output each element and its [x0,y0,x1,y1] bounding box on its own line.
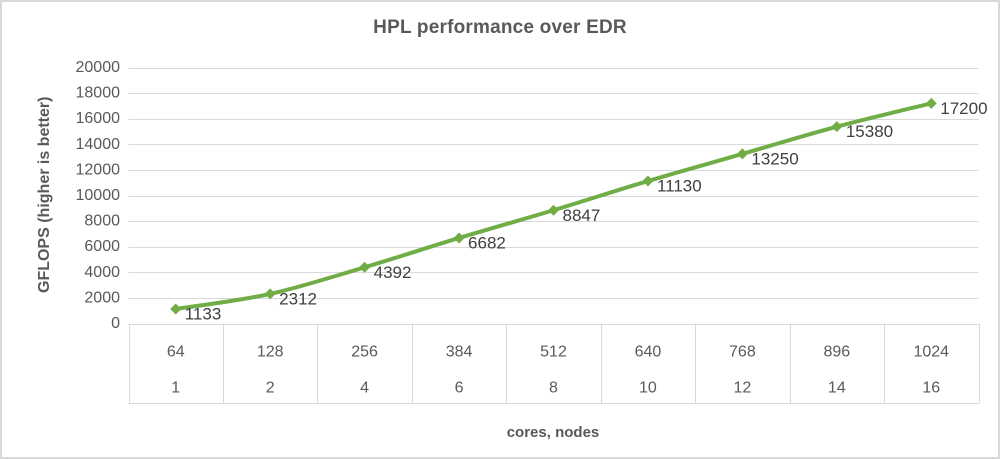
y-tick-label: 16000 [76,110,121,127]
x-category-nodes-label: 6 [455,380,464,397]
data-label: 1133 [185,304,222,323]
x-category-cores-label: 1024 [913,344,949,361]
data-label: 17200 [940,99,987,118]
x-category-cores-label: 128 [257,344,284,361]
data-point-marker [642,175,654,187]
x-category-nodes-label: 10 [639,380,657,397]
chart-title: HPL performance over EDR [373,17,627,38]
data-label: 15380 [846,122,893,141]
x-category-nodes-label: 16 [922,380,940,397]
x-category-cores-label: 512 [540,344,567,361]
data-point-marker [548,204,559,216]
data-point-marker [453,232,465,244]
x-category-cores-label: 768 [729,344,756,361]
x-category-cores-label: 640 [635,344,662,361]
x-category-cores-label: 384 [446,344,473,361]
y-tick-label: 4000 [84,264,120,281]
y-tick-label: 20000 [76,59,121,76]
x-category-nodes-label: 14 [828,380,846,397]
x-category-nodes-label: 1 [171,380,180,397]
x-category-nodes-label: 4 [360,380,369,397]
y-tick-label: 14000 [76,136,121,153]
x-category-nodes-label: 2 [266,380,275,397]
data-label: 6682 [468,233,506,252]
y-tick-label: 6000 [84,238,120,255]
data-label: 2312 [279,289,317,308]
data-point-marker [170,303,182,315]
y-tick-label: 10000 [76,187,121,204]
y-tick-label: 12000 [76,161,121,178]
x-category-nodes-label: 12 [733,380,751,397]
y-tick-label: 8000 [84,213,120,230]
data-label: 13250 [751,149,798,168]
data-label: 11130 [657,177,702,196]
y-tick-label: 2000 [84,289,120,306]
x-category-nodes-label: 8 [549,380,558,397]
x-category-cores-label: 896 [823,344,850,361]
data-point-marker [831,121,843,133]
data-point-marker [359,261,371,273]
data-point-marker [264,288,276,300]
data-point-marker [736,148,748,160]
y-tick-label: 0 [111,315,120,332]
data-point-marker [925,97,937,109]
data-label: 8847 [563,206,601,225]
data-label: 4392 [374,263,412,282]
x-axis-title: cores, nodes [506,424,600,441]
y-tick-label: 18000 [76,85,121,102]
x-category-cores-label: 64 [167,344,185,361]
x-category-cores-label: 256 [351,344,378,361]
